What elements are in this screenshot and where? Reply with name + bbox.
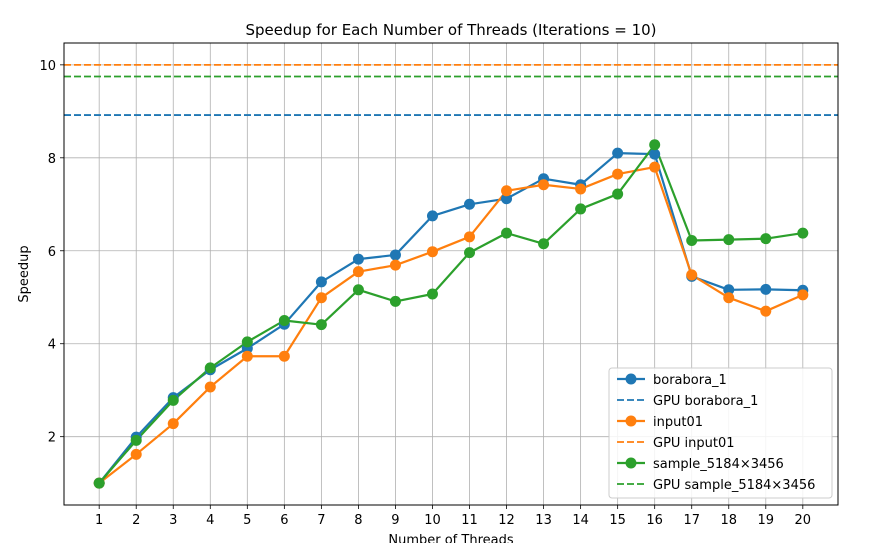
x-tick-label: 1 [95,513,103,528]
y-tick-label: 2 [48,431,56,446]
data-point [686,269,698,281]
plot-frame [63,42,839,506]
data-point [315,292,327,304]
legend: borabora_1 GPU borabora_1 input01 GPU input… [608,367,833,499]
y-tick-label: 4 [48,338,56,353]
series-line [98,165,804,485]
data-point [278,350,290,362]
data-point [797,289,809,301]
data-point [315,319,327,331]
x-tick-label: 13 [535,513,552,528]
x-tick-label: 2 [132,513,140,528]
data-point [760,233,772,245]
data-point [464,247,476,259]
data-point [538,238,550,250]
data-point [241,350,253,362]
data-point [426,288,438,300]
data-point [797,227,809,239]
data-point [575,203,587,215]
data-point [649,139,661,151]
data-point [501,193,513,205]
chart-title: Speedup for Each Number of Threads (Iter… [245,21,656,39]
x-tick-label: 15 [609,513,626,528]
data-point [426,246,438,258]
gpu-reference-lines [64,63,838,116]
x-tick-label: 20 [795,513,812,528]
data-point [278,314,290,326]
legend-box [608,367,833,499]
y-axis-label: Speedup [17,245,32,302]
legend-label: GPU input01 [653,436,735,451]
data-point [426,210,438,222]
x-tick-label: 18 [720,513,737,528]
x-tick-label: 11 [461,513,478,528]
data-point [686,235,698,247]
x-tick-label: 19 [758,513,775,528]
x-tick-label: 3 [169,513,177,528]
x-tick-label: 14 [572,513,589,528]
legend-marker [625,415,637,427]
legend-marker [625,457,637,469]
data-point [389,295,401,307]
x-tick-label: 17 [683,513,700,528]
data-point [501,185,513,197]
legend-marker [625,373,637,385]
legend-label: input01 [653,415,703,430]
data-point [130,434,142,446]
y-tick-label: 10 [39,59,56,74]
data-point [760,283,772,295]
x-tick-label: 4 [206,513,214,528]
legend-label: sample_5184×3456 [653,457,784,472]
y-axis-ticks: 2 4 6 8 10 [39,59,64,446]
data-point [352,284,364,296]
x-tick-label: 8 [354,513,362,528]
data-point [501,227,513,239]
data-point [649,161,661,173]
data-point [538,179,550,191]
data-point [723,284,735,296]
x-tick-label: 7 [317,513,325,528]
x-tick-label: 9 [391,513,399,528]
x-axis-label: Number of Threads [388,533,513,543]
legend-label: GPU sample_5184×3456 [653,478,815,493]
data-point [389,249,401,261]
legend-label: GPU borabora_1 [653,394,758,409]
data-point [760,305,772,317]
y-tick-label: 8 [48,152,56,167]
x-tick-label: 16 [646,513,663,528]
data-point [204,362,216,374]
data-point [167,418,179,430]
data-point [315,276,327,288]
data-point [204,381,216,393]
x-tick-label: 6 [280,513,288,528]
data-point [612,188,624,200]
data-point [93,477,105,489]
data-point [575,183,587,195]
data-point [389,259,401,271]
data-point [649,148,661,160]
data-point [464,231,476,243]
data-point [723,234,735,246]
data-point [723,292,735,304]
data-point [612,168,624,180]
data-point [612,147,624,159]
x-axis-ticks: 1 2 3 4 5 6 7 8 9 10 11 12 13 14 15 16 17 18 19 20 [95,505,811,528]
x-tick-label: 10 [424,513,441,528]
series-line [98,143,803,484]
data-point [241,336,253,348]
data-point [464,198,476,210]
data-point [130,448,142,460]
data-point [352,253,364,265]
x-tick-label: 12 [498,513,515,528]
data-series [93,139,809,489]
data-point [167,394,179,406]
x-tick-label: 5 [243,513,251,528]
y-tick-label: 6 [48,245,56,260]
legend-label: borabora_1 [653,373,727,388]
data-point [352,266,364,278]
